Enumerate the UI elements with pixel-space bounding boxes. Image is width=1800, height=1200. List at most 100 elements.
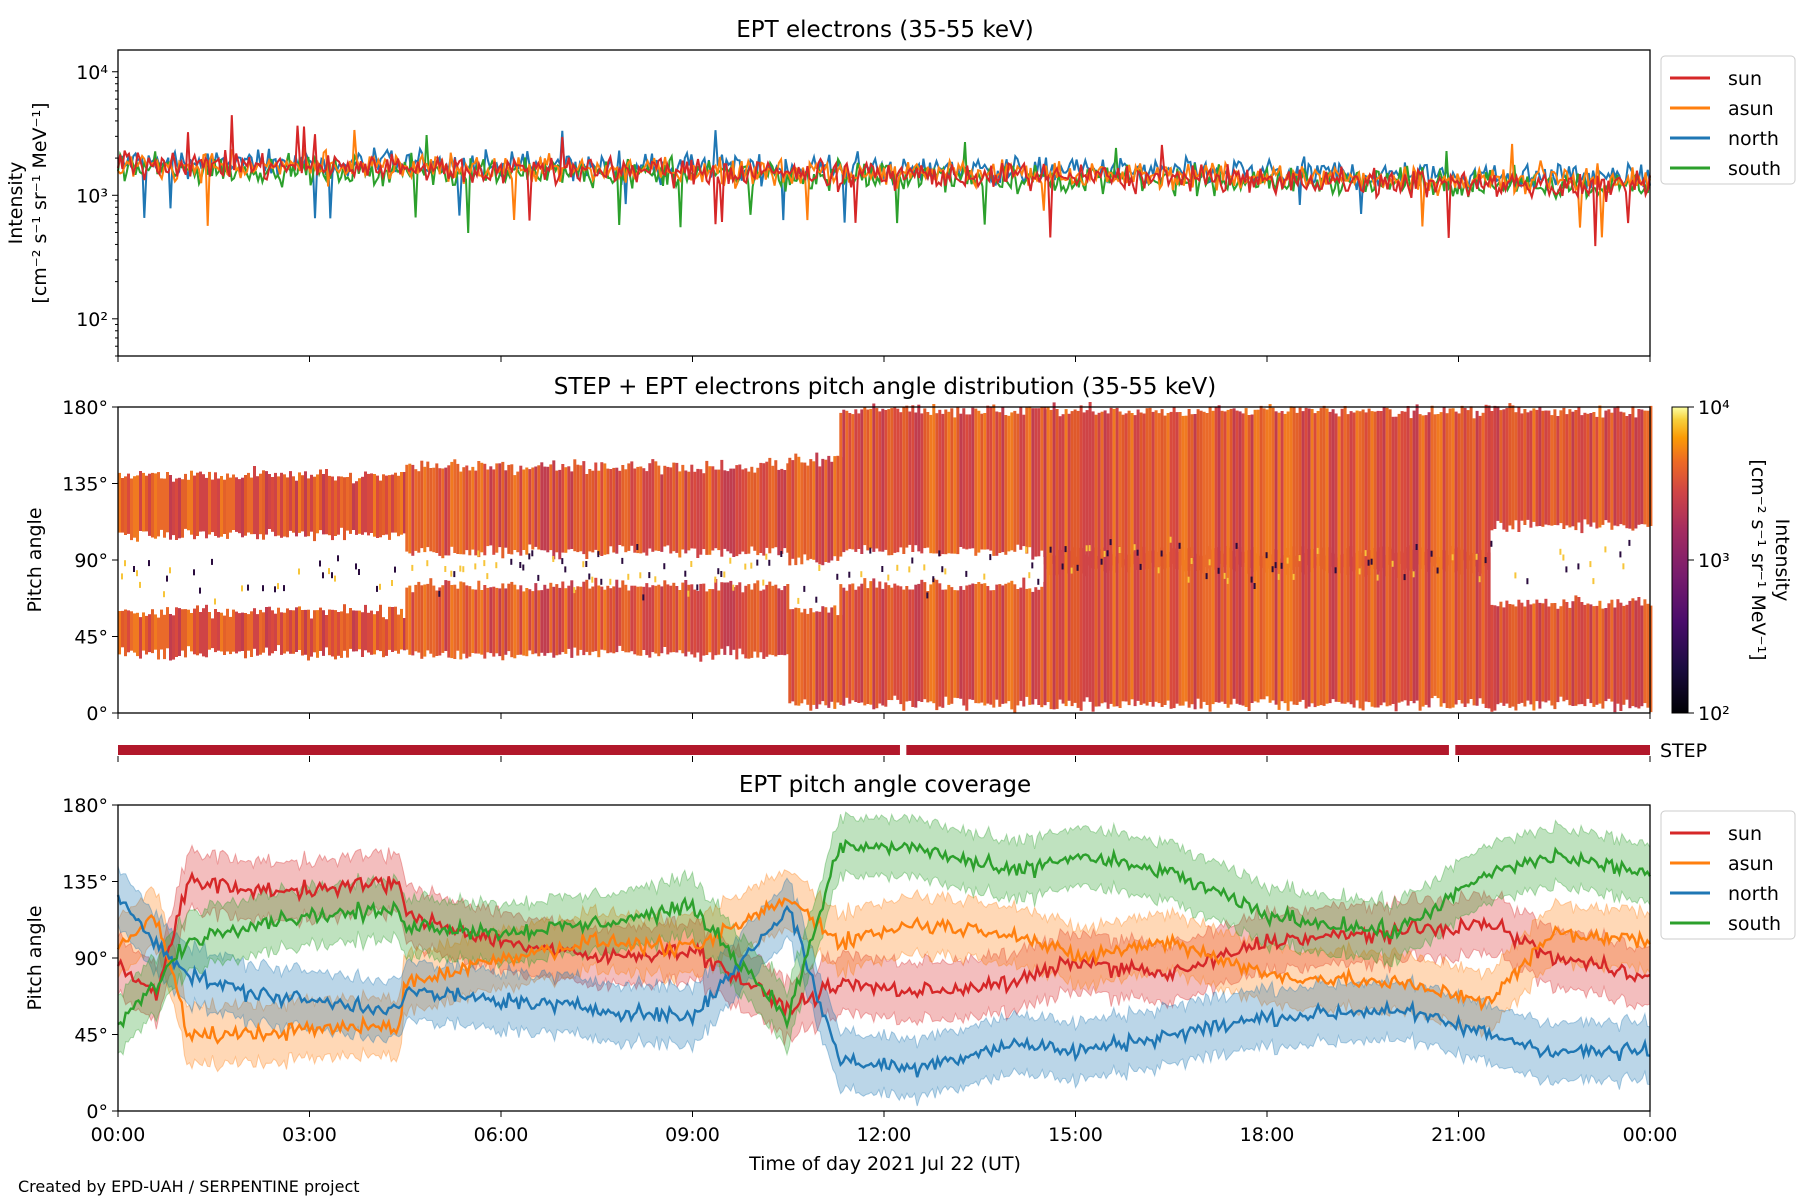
heatmap-cell [447, 465, 451, 556]
heatmap-cell [1310, 549, 1314, 704]
heatmap-cell [471, 466, 475, 550]
heatmap-cell [974, 408, 978, 556]
heatmap-cell [1568, 607, 1572, 706]
heatmap-cell [304, 471, 307, 537]
heatmap-cell [555, 470, 559, 553]
heatmap-cell [1106, 553, 1110, 709]
heatmap-cell [809, 608, 813, 711]
heatmap-cell [391, 474, 394, 533]
heatmap-cell [1328, 547, 1332, 704]
heatmap-cell [1340, 408, 1344, 574]
heatmap-cell [1244, 408, 1248, 563]
heatmap-cell [738, 582, 742, 649]
heatmap-cell [797, 456, 801, 558]
heatmap-cell [1187, 548, 1191, 708]
heatmap-cell [537, 574, 540, 581]
heatmap-cell [166, 575, 168, 582]
heatmap-cell [133, 566, 135, 572]
heatmap-cell [1157, 552, 1161, 704]
heatmap-cell [474, 589, 478, 654]
heatmap-cell [1187, 409, 1191, 571]
heatmap-cell [444, 566, 447, 572]
heatmap-cell [1535, 409, 1539, 527]
heatmap-cell [1046, 556, 1050, 702]
heatmap-cell [1106, 413, 1110, 573]
heatmap-cell [298, 472, 301, 533]
heatmap-cell [1604, 410, 1608, 521]
heatmap-cell [1214, 548, 1218, 703]
heatmap-cell [1277, 412, 1281, 570]
heatmap-cell [1169, 551, 1173, 709]
heatmap-cell [438, 468, 442, 556]
heatmap-cell [735, 465, 739, 557]
heatmap-cell [124, 609, 127, 657]
x-tick-label: 09:00 [665, 1124, 720, 1146]
heatmap-cell [337, 555, 339, 562]
y-tick-label: 135° [62, 872, 108, 894]
heatmap-cell [1274, 562, 1277, 569]
heatmap-cell [732, 587, 736, 650]
heatmap-cell [304, 609, 307, 655]
heatmap-cell [202, 474, 205, 532]
x-tick-label: 15:00 [1048, 1124, 1103, 1146]
heatmap-cell [747, 471, 751, 554]
heatmap-cell [1211, 410, 1215, 568]
heatmap-cell [884, 410, 888, 550]
heatmap-cell [1454, 411, 1458, 573]
heatmap-cell [947, 584, 951, 705]
heatmap-cell [1079, 405, 1083, 567]
heatmap-cell [1268, 555, 1272, 703]
heatmap-cell [1025, 588, 1029, 697]
heatmap-cell [627, 590, 631, 653]
heatmap-cell [1601, 608, 1605, 709]
heatmap-cell [1562, 599, 1566, 702]
heatmap-cell [720, 459, 724, 557]
heatmap-cell [744, 585, 748, 659]
heatmap-cell [878, 581, 882, 704]
heatmap-cell [1535, 599, 1539, 702]
heatmap-cell [812, 612, 816, 705]
heatmap-cell [528, 469, 532, 545]
heatmap-cell [1175, 412, 1179, 569]
heatmap-cell [1271, 566, 1274, 573]
heatmap-cell [1139, 412, 1143, 566]
heatmap-cell [594, 577, 598, 652]
heatmap-cell [420, 585, 424, 659]
heatmap-cell [989, 554, 992, 561]
heatmap-cell [579, 465, 583, 552]
heatmap-cell [1622, 605, 1626, 705]
heatmap-cell [866, 588, 870, 704]
heatmap-cell [543, 584, 547, 656]
x-tick-label: 00:00 [1623, 1124, 1678, 1146]
heatmap-cell [474, 563, 477, 570]
heatmap-cell [654, 461, 658, 551]
y-tick-label: 90° [74, 550, 108, 572]
heatmap-cell [450, 461, 454, 547]
heatmap-cell [717, 568, 720, 575]
heatmap-cell [1469, 406, 1473, 561]
heatmap-cell [340, 476, 343, 528]
heatmap-cell [1430, 557, 1434, 699]
heatmap-cell [618, 587, 622, 646]
heatmap-cell [1280, 558, 1284, 702]
heatmap-cell [283, 585, 285, 592]
heatmap-cell [998, 412, 1002, 553]
heatmap-cell [1361, 552, 1365, 711]
heatmap-cell [376, 475, 379, 538]
heatmap-cell [1616, 406, 1620, 527]
heatmap-cell [830, 607, 834, 702]
heatmap-cell [998, 584, 1002, 707]
heatmap-cell [1421, 547, 1425, 707]
heatmap-cell [1094, 414, 1098, 569]
heatmap-cell [1286, 547, 1290, 711]
heatmap-cell [226, 473, 229, 539]
heatmap-cell [142, 612, 145, 651]
heatmap-cell [382, 617, 385, 658]
heatmap-cell [1160, 550, 1163, 557]
heatmap-cell [561, 464, 565, 553]
heatmap-cell [651, 459, 655, 552]
heatmap-cell [1637, 597, 1641, 709]
heatmap-cell [1373, 411, 1377, 570]
heatmap-cell [480, 590, 484, 655]
heatmap-cell [606, 585, 610, 654]
